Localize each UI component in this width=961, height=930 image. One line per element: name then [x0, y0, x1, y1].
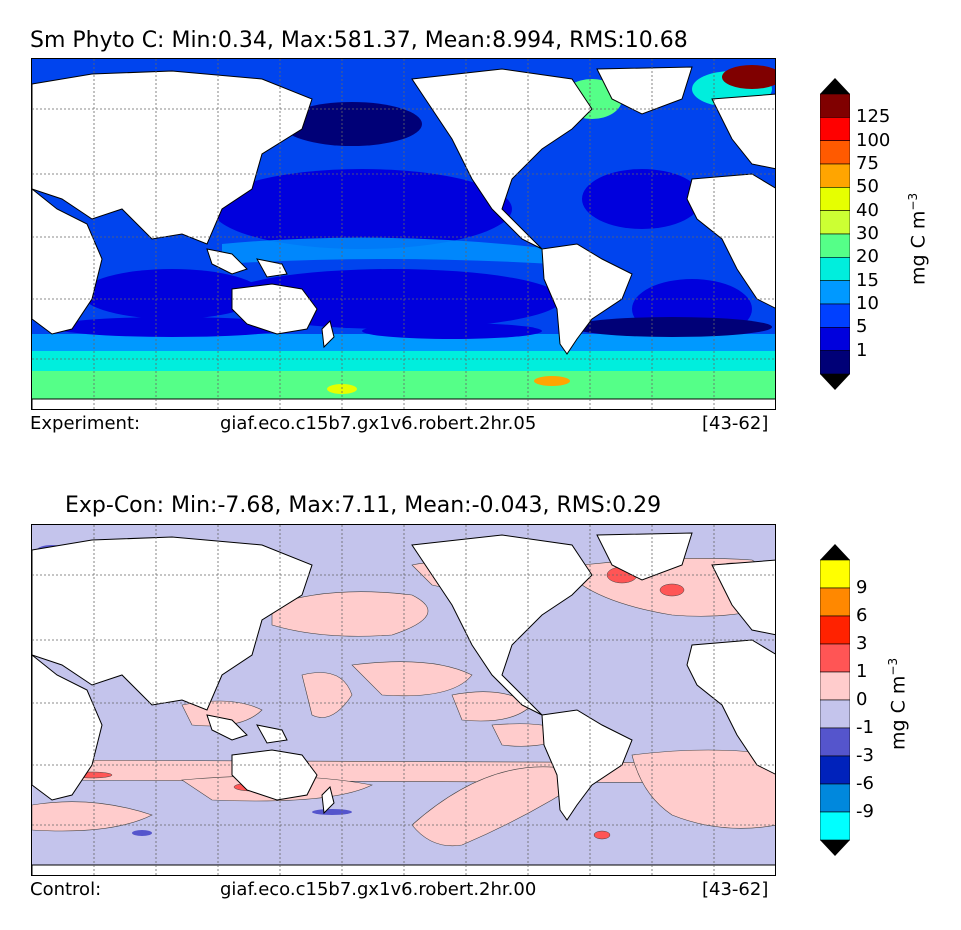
bottom-unit-exp: −3 — [886, 657, 900, 676]
north-pacific-dark — [282, 102, 422, 146]
southern-band-2 — [32, 351, 775, 373]
bottom-land — [32, 532, 775, 875]
top-colorbar-swatch — [819, 93, 851, 118]
bottom-colorbar-tick-label: 0 — [856, 689, 868, 710]
bottom-map — [31, 524, 776, 876]
top-colorbar-tick-label: 15 — [856, 269, 879, 291]
top-colorbar-swatch — [819, 327, 851, 351]
top-colorbar-tick-label: 30 — [856, 223, 879, 244]
top-colorbar-swatch — [819, 257, 851, 281]
top-map-title: Sm Phyto C: Min:0.34, Max:581.37, Mean:8… — [30, 28, 688, 53]
bottom-colorbar-tick-label: -1 — [856, 717, 874, 738]
bottom-colorbar-tick-label: 1 — [856, 661, 868, 682]
top-footer-years: [43-62] — [702, 413, 769, 434]
gyre-north-atlantic — [582, 169, 702, 229]
top-colorbar-swatch — [819, 210, 851, 235]
top-colorbar-tick-label: 125 — [856, 106, 891, 128]
gyre-indian — [82, 269, 262, 319]
bottom-map-title: Exp-Con: Min:-7.68, Max:7.11, Mean:-0.04… — [65, 493, 662, 518]
top-land — [32, 66, 775, 409]
top-colorbar-swatch — [819, 233, 851, 258]
bottom-footer-label: Control: — [30, 879, 102, 900]
top-colorbar-tick-label: 75 — [856, 153, 879, 174]
top-colorbar-tick-label: 100 — [856, 129, 891, 151]
top-colorbar-tick-label: 1 — [856, 339, 868, 361]
gyre-north-pacific — [212, 169, 512, 249]
bottom-colorbar-swatch — [819, 671, 851, 701]
bottom-colorbar — [819, 544, 851, 856]
bottom-colorbar-swatch — [819, 699, 851, 729]
bottom-colorbar-tick-label: 3 — [856, 633, 868, 654]
top-footer-case: giaf.eco.c15b7.gx1v6.robert.2hr.05 — [220, 413, 537, 434]
bottom-colorbar-tick-label: -6 — [856, 773, 874, 794]
top-colorbar-tick-label: 50 — [856, 176, 879, 198]
top-unit-exp: −3 — [906, 192, 920, 211]
bottom-colorbar-under-arrow — [820, 840, 850, 856]
top-unit-base: mg C m — [907, 210, 930, 285]
bottom-unit-base: mg C m — [887, 675, 910, 750]
bottom-colorbar-swatch — [819, 587, 851, 617]
southern-dark-1 — [52, 317, 292, 337]
bottom-colorbar-unit: mg C m−3 — [886, 658, 909, 750]
top-colorbar-svg — [819, 78, 851, 390]
bottom-colorbar-swatch — [819, 783, 851, 813]
top-colorbar-swatch — [819, 280, 851, 305]
bottom-colorbar-tick-label: 6 — [856, 605, 868, 626]
top-colorbar-swatch — [819, 117, 851, 141]
bottom-colorbar-svg — [819, 544, 851, 856]
southern-dark-3 — [572, 317, 772, 337]
bottom-map-svg — [32, 525, 775, 875]
top-colorbar-swatch — [819, 303, 851, 328]
bottom-colorbar-tick-label: 9 — [856, 577, 868, 598]
bottom-colorbar-tick-label: -9 — [856, 801, 874, 822]
bottom-footer-case: giaf.eco.c15b7.gx1v6.robert.2hr.00 — [220, 879, 537, 900]
top-gridlines — [32, 59, 775, 409]
arctic-dark — [722, 65, 775, 89]
bottom-colorbar-tick-label: -3 — [856, 745, 874, 766]
bottom-gridlines — [32, 525, 775, 875]
top-colorbar-over-arrow — [820, 78, 850, 94]
top-colorbar-swatch — [819, 140, 851, 165]
top-colorbar-tick-label: 10 — [856, 293, 879, 314]
top-colorbar-tick-label: 20 — [856, 246, 879, 268]
bottom-colorbar-swatch — [819, 755, 851, 785]
bottom-footer-years: [43-62] — [702, 879, 769, 900]
top-map-svg — [32, 59, 775, 409]
top-colorbar — [819, 78, 851, 390]
bottom-colorbar-swatch — [819, 615, 851, 645]
top-map — [31, 58, 776, 410]
top-colorbar-tick-label: 5 — [856, 316, 868, 338]
top-colorbar-swatch — [819, 163, 851, 188]
top-colorbar-swatch — [819, 350, 851, 375]
bottom-colorbar-swatch — [819, 643, 851, 673]
top-colorbar-under-arrow — [820, 374, 850, 390]
southern-yellow-2 — [534, 376, 570, 386]
southern-dark-2 — [362, 323, 542, 339]
equatorial-band — [222, 237, 552, 264]
top-colorbar-swatch — [819, 187, 851, 211]
bottom-colorbar-swatch — [819, 727, 851, 757]
top-footer-label: Experiment: — [30, 413, 141, 434]
bottom-colorbar-over-arrow — [820, 544, 850, 560]
top-colorbar-unit: mg C m−3 — [906, 193, 929, 285]
top-colorbar-tick-label: 40 — [856, 199, 879, 221]
bottom-colorbar-swatch — [819, 811, 851, 841]
bottom-colorbar-swatch — [819, 559, 851, 589]
